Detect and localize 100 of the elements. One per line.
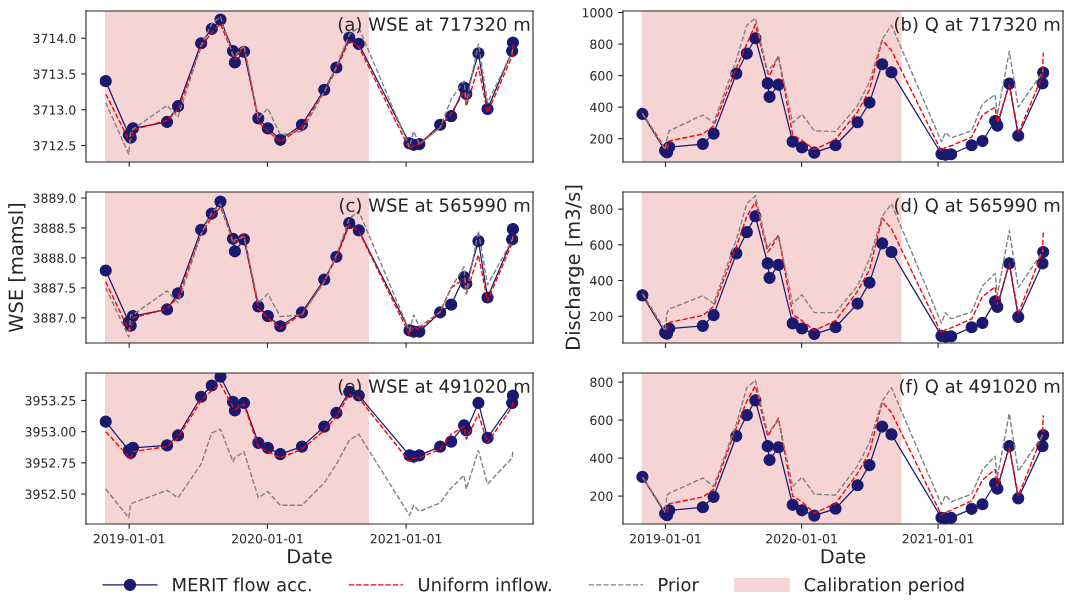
chart-title: (a) WSE at 717320 m xyxy=(338,17,530,34)
point xyxy=(318,420,331,433)
y-tick-label: 3887.5 xyxy=(33,283,76,293)
point xyxy=(445,435,458,448)
y-tick-label: 3714.0 xyxy=(33,33,76,44)
point xyxy=(696,137,709,151)
point xyxy=(707,127,720,140)
x-axis-title: Date xyxy=(288,549,332,564)
chart-title: (b) Q at 717320 m xyxy=(894,17,1060,34)
point xyxy=(214,195,227,208)
point xyxy=(885,428,898,441)
point xyxy=(763,271,776,284)
point xyxy=(965,139,978,152)
y-tick-label: 3888.0 xyxy=(33,253,76,263)
y-tick-label: 400 xyxy=(590,102,613,113)
x-tick-label: 2019-01-01 xyxy=(93,533,165,544)
y-tick-label: 3953.00 xyxy=(25,427,76,437)
point xyxy=(829,139,842,152)
point xyxy=(205,379,218,392)
y-tick-label: 3712.5 xyxy=(33,141,76,151)
y-tick-label: 3952.75 xyxy=(25,458,76,468)
point xyxy=(863,96,876,109)
point xyxy=(786,498,799,511)
point xyxy=(885,245,898,259)
point xyxy=(885,66,898,79)
point xyxy=(863,459,876,472)
point xyxy=(851,479,864,492)
y-tick-label: 3888.5 xyxy=(33,223,76,233)
legend-label: Prior xyxy=(659,577,699,592)
point xyxy=(863,276,876,289)
legend-label: Uniform inflow. xyxy=(419,577,551,592)
point xyxy=(696,501,709,514)
point xyxy=(1012,310,1025,324)
chart-title: (f) Q at 491020 m xyxy=(900,379,1060,396)
y-tick-label: 3713.0 xyxy=(33,105,76,115)
point xyxy=(795,322,809,335)
point xyxy=(808,509,821,522)
point xyxy=(707,490,720,503)
chart-title: (d) Q at 565990 m xyxy=(894,198,1060,215)
point xyxy=(965,502,978,515)
x-tick-label: 2021-01-01 xyxy=(370,533,442,544)
y-tick-label: 3889.0 xyxy=(33,193,76,203)
y-axis-title: Discharge [m3/s] xyxy=(565,185,584,349)
y-tick-label: 1000 xyxy=(582,8,613,18)
point xyxy=(99,415,112,428)
point xyxy=(707,309,720,322)
point xyxy=(851,297,864,310)
point xyxy=(976,316,989,329)
x-tick-label: 2021-01-01 xyxy=(902,533,974,544)
point xyxy=(228,56,241,69)
point xyxy=(761,257,774,270)
x-tick-label: 2020-01-01 xyxy=(766,533,837,544)
point xyxy=(976,134,989,148)
point xyxy=(472,396,485,410)
point xyxy=(763,453,776,467)
point xyxy=(195,390,208,403)
point xyxy=(829,321,842,334)
y-tick-label: 800 xyxy=(590,377,613,388)
chart-title: (c) WSE at 565990 m xyxy=(339,198,530,215)
point xyxy=(99,75,112,88)
y-tick-label: 400 xyxy=(590,453,613,464)
point xyxy=(1012,129,1025,142)
y-tick-label: 600 xyxy=(590,71,613,81)
point xyxy=(876,58,889,71)
point xyxy=(636,289,649,302)
y-tick-label: 600 xyxy=(590,415,613,426)
y-tick-label: 200 xyxy=(590,491,613,502)
point xyxy=(876,237,889,250)
y-tick-label: 400 xyxy=(590,276,613,286)
point xyxy=(772,258,785,271)
y-tick-label: 200 xyxy=(590,134,613,144)
point xyxy=(740,409,753,422)
point xyxy=(965,321,978,334)
line-series xyxy=(105,428,514,519)
point xyxy=(160,115,174,128)
point xyxy=(237,396,251,410)
point xyxy=(126,441,140,454)
point xyxy=(991,300,1004,314)
point xyxy=(851,116,864,129)
point xyxy=(795,504,809,517)
point xyxy=(808,146,821,159)
y-tick-label: 800 xyxy=(590,39,613,50)
y-tick-label: 200 xyxy=(590,311,613,322)
point xyxy=(352,37,365,50)
point xyxy=(795,141,809,154)
point xyxy=(786,135,799,148)
y-tick-label: 3887.0 xyxy=(33,313,76,323)
point xyxy=(228,245,241,258)
legend-label: Calibration period xyxy=(804,577,964,595)
y-tick-label: 3952.50 xyxy=(25,489,76,499)
point xyxy=(876,420,889,433)
y-tick-label: 3953.25 xyxy=(25,395,76,406)
y-tick-label: 800 xyxy=(590,204,613,215)
point xyxy=(763,90,776,103)
point xyxy=(976,498,989,511)
y-tick-label: 3713.5 xyxy=(33,69,76,79)
point xyxy=(829,502,842,515)
point xyxy=(772,441,785,454)
point xyxy=(1012,492,1025,505)
point xyxy=(99,264,112,277)
